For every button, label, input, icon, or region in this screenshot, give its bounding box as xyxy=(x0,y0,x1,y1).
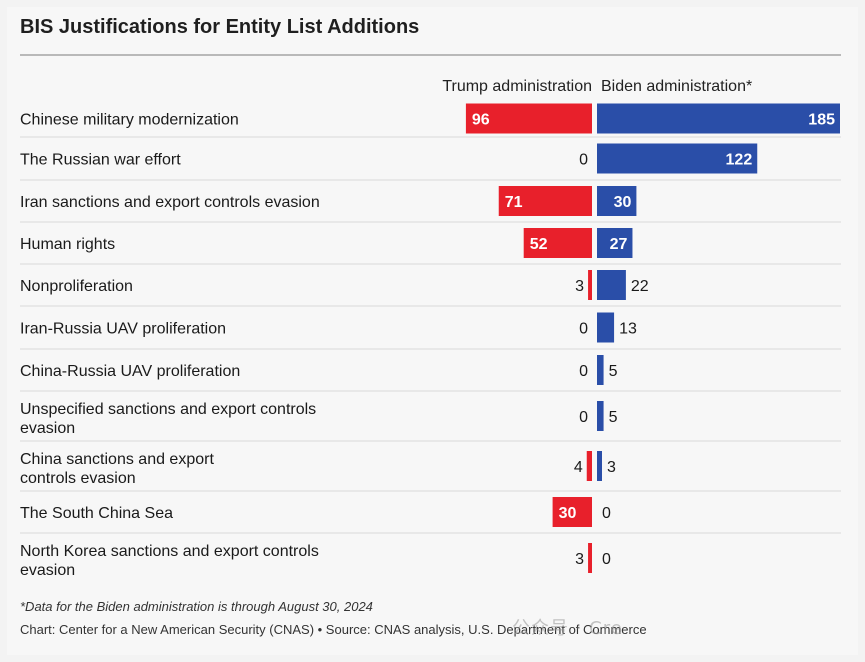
category-label: Iran-Russia UAV proliferation xyxy=(20,321,226,338)
category-label: Unspecified sanctions and export control… xyxy=(20,401,316,437)
category-label: China sanctions and export controls evasi… xyxy=(20,451,214,487)
category-label: Nonproliferation xyxy=(20,278,133,295)
bar-chart: Trump administration Biden administration… xyxy=(20,78,841,579)
title-divider xyxy=(20,54,841,56)
category-label: Chinese military modernization xyxy=(20,112,239,129)
bar-trump xyxy=(588,270,592,300)
data-label-biden: 0 xyxy=(602,551,611,568)
bar-biden xyxy=(597,451,602,481)
data-label-trump: 3 xyxy=(575,551,584,568)
bar-biden xyxy=(597,312,615,343)
data-label-trump: 96 xyxy=(472,112,490,129)
data-label-biden: 30 xyxy=(614,194,632,211)
category-label: Human rights xyxy=(20,236,115,253)
data-label-trump: 71 xyxy=(505,194,523,211)
bar-biden xyxy=(597,355,604,385)
bar-biden xyxy=(597,143,758,174)
bar-trump xyxy=(465,103,592,134)
data-label-biden: 185 xyxy=(808,112,835,129)
legend-biden: Biden administration* xyxy=(601,78,752,95)
category-label: The Russian war effort xyxy=(20,152,181,169)
category-label: North Korea sanctions and export control… xyxy=(20,543,319,579)
data-label-trump: 4 xyxy=(574,459,583,476)
data-label-trump: 0 xyxy=(579,152,588,169)
data-label-biden: 13 xyxy=(619,321,637,338)
data-label-biden: 3 xyxy=(607,459,616,476)
bar-trump xyxy=(552,497,592,527)
chart-title: BIS Justifications for Entity List Addit… xyxy=(20,16,420,38)
bar-trump xyxy=(586,451,592,481)
watermark: 公众号 · Cre xyxy=(512,618,623,639)
data-label-biden: 27 xyxy=(610,236,628,253)
chart-footnote: *Data for the Biden administration is th… xyxy=(20,599,373,614)
data-label-biden: 122 xyxy=(726,152,753,169)
legend-trump: Trump administration xyxy=(442,78,592,95)
category-label: China-Russia UAV proliferation xyxy=(20,363,240,380)
data-label-trump: 30 xyxy=(559,505,577,522)
category-label: Iran sanctions and export controls evasi… xyxy=(20,194,320,211)
data-label-trump: 0 xyxy=(579,321,588,338)
bar-trump xyxy=(588,543,592,573)
bar-biden xyxy=(597,228,633,258)
bar-biden xyxy=(597,270,626,300)
bar-trump xyxy=(523,228,592,258)
data-label-trump: 52 xyxy=(530,236,548,253)
data-label-trump: 3 xyxy=(575,278,584,295)
category-label: The South China Sea xyxy=(20,505,173,522)
bar-biden xyxy=(597,186,637,216)
data-label-trump: 0 xyxy=(579,409,588,426)
bar-biden xyxy=(597,401,604,431)
bar-trump xyxy=(498,186,592,216)
data-label-biden: 5 xyxy=(609,409,618,426)
data-label-biden: 0 xyxy=(602,505,611,522)
bar-biden xyxy=(597,103,840,134)
data-label-biden: 5 xyxy=(609,363,618,380)
data-label-trump: 0 xyxy=(579,363,588,380)
data-label-biden: 22 xyxy=(631,278,649,295)
chart-source: Chart: Center for a New American Securit… xyxy=(20,622,647,637)
